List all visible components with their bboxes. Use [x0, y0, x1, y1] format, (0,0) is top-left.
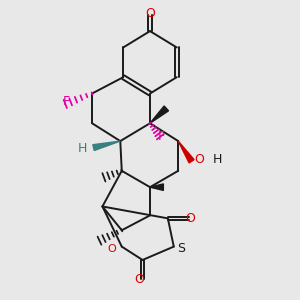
Text: O: O [135, 273, 145, 286]
Text: O: O [145, 7, 155, 20]
Text: O: O [186, 212, 196, 226]
Polygon shape [150, 106, 169, 123]
Text: F: F [63, 95, 70, 108]
Text: O: O [194, 153, 204, 166]
Polygon shape [178, 141, 194, 163]
Text: H: H [212, 153, 222, 166]
Text: F: F [158, 130, 165, 142]
Polygon shape [150, 184, 164, 190]
Text: S: S [177, 242, 185, 255]
Text: H: H [78, 142, 88, 155]
Polygon shape [93, 141, 120, 151]
Text: O: O [107, 244, 116, 254]
